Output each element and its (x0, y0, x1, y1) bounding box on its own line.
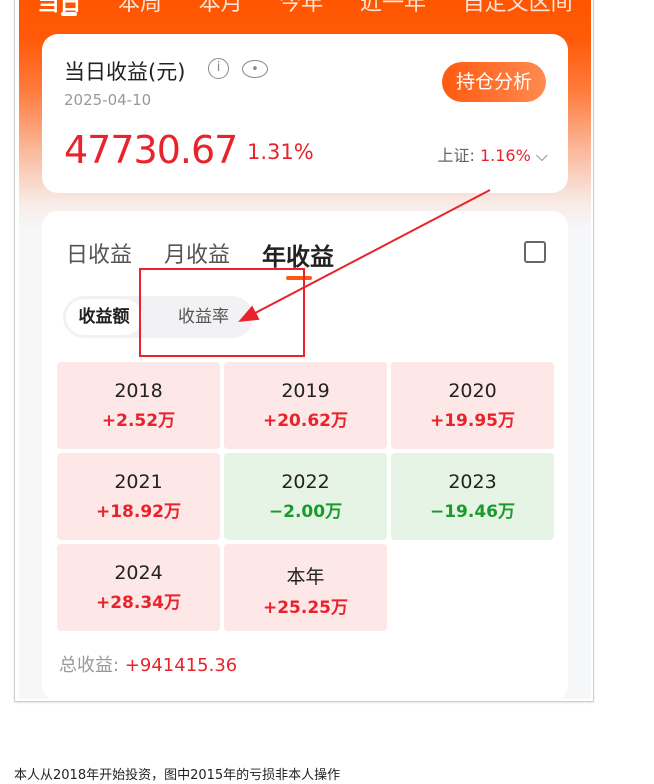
profit-tabs: 日收益 月收益 年收益 (66, 237, 335, 280)
year-label: 2024 (114, 562, 163, 584)
year-label: 2018 (114, 380, 163, 402)
year-profit-cell[interactable]: 2023 −19.46万 (391, 453, 554, 540)
year-profit-value: +18.92万 (95, 502, 182, 522)
info-icon[interactable]: i (208, 58, 229, 79)
profit-history-card: 日收益 月收益 年收益 收益额 收益率 2018 +2.52万 2019 +20.62… (42, 211, 568, 699)
year-profit-cell[interactable]: 本年 +25.25万 (224, 544, 387, 631)
tab-week[interactable]: 本周 (117, 0, 162, 16)
index-label: 上证: (437, 146, 475, 165)
year-profit-value: −19.46万 (429, 502, 516, 522)
yearly-profit-grid: 2018 +2.52万 2019 +20.62万 2020 +19.95万 2021 +18.… (57, 362, 554, 631)
total-value: +941415.36 (124, 655, 238, 676)
annotation-highlight-box (139, 268, 305, 357)
tab-daily-profit[interactable]: 日收益 (66, 243, 133, 268)
year-label: 2020 (448, 380, 497, 402)
phone-screenshot: 当日 本周 本月 今年 近一年 自定义区间 当日收益(元) i • 2025-0… (14, 0, 594, 702)
year-label: 2023 (448, 471, 497, 493)
year-profit-cell[interactable]: 2024 +28.34万 (57, 544, 220, 631)
year-label: 2021 (114, 471, 163, 493)
year-profit-value: +2.52万 (101, 411, 176, 431)
tab-underline (286, 276, 313, 280)
caption-text: 本人从2018年开始投资，图中2015年的亏损非本人操作 (14, 768, 341, 783)
period-tabs: 当日 本周 本月 今年 近一年 自定义区间 (19, 0, 591, 17)
toggle-amount[interactable]: 收益额 (66, 299, 142, 335)
year-profit-value: +20.62万 (262, 411, 349, 431)
chevron-down-icon: ⌵ (535, 146, 548, 165)
tab-ytd[interactable]: 今年 (279, 0, 324, 16)
year-label: 2019 (281, 380, 330, 402)
amount-rate-toggle: 收益额 收益率 (63, 296, 253, 338)
year-profit-cell[interactable]: 2021 +18.92万 (57, 453, 220, 540)
tab-year[interactable]: 近一年 (359, 0, 426, 16)
toggle-rate[interactable]: 收益率 (178, 307, 229, 327)
app-screen: 当日 本周 本月 今年 近一年 自定义区间 当日收益(元) i • 2025-0… (19, 0, 591, 699)
year-profit-value: −2.00万 (268, 502, 343, 522)
tab-monthly-profit[interactable]: 月收益 (164, 243, 231, 268)
year-label: 2022 (281, 471, 330, 493)
year-label: 本年 (286, 566, 325, 588)
year-profit-cell[interactable]: 2018 +2.52万 (57, 362, 220, 449)
active-tab-indicator (61, 12, 77, 16)
tab-label: 年收益 (262, 243, 335, 271)
year-profit-cell[interactable]: 2022 −2.00万 (224, 453, 387, 540)
year-profit-cell[interactable]: 2019 +20.62万 (224, 362, 387, 449)
total-profit: 总收益: +941415.36 (59, 651, 237, 677)
daily-profit-amount: 47730.67 (64, 128, 238, 172)
total-label: 总收益: (59, 655, 120, 676)
tab-custom[interactable]: 自定义区间 (462, 0, 573, 16)
eye-icon[interactable]: • (242, 60, 268, 78)
tab-yearly-profit[interactable]: 年收益 (262, 237, 335, 280)
daily-profit-percent: 1.31% (247, 140, 314, 164)
index-value: 1.16% (479, 146, 531, 165)
summary-date: 2025-04-10 (64, 91, 152, 109)
daily-summary-card: 当日收益(元) i • 2025-04-10 持仓分析 47730.67 1.3… (42, 34, 568, 193)
year-profit-value: +28.34万 (95, 593, 182, 613)
summary-title: 当日收益(元) (64, 60, 186, 84)
year-profit-value: +25.25万 (262, 598, 349, 618)
position-analysis-button[interactable]: 持仓分析 (442, 62, 546, 102)
year-profit-cell[interactable]: 2020 +19.95万 (391, 362, 554, 449)
year-profit-value: +19.95万 (429, 411, 516, 431)
tab-month[interactable]: 本月 (198, 0, 243, 16)
index-compare[interactable]: 上证: 1.16% ⌵ (437, 142, 548, 166)
share-icon[interactable] (524, 241, 546, 263)
